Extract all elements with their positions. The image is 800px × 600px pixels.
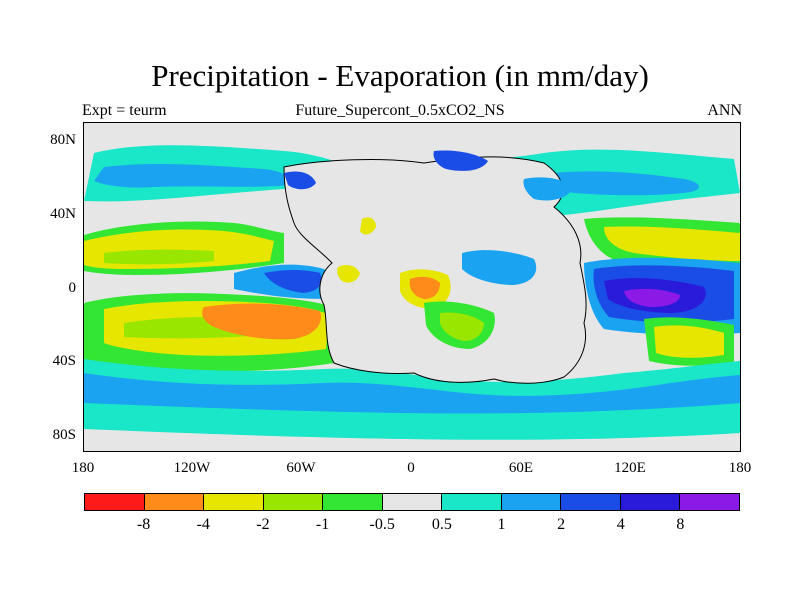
y-tick-label: 40N (50, 206, 76, 222)
field-region (654, 325, 724, 358)
field-region (604, 226, 740, 261)
colorbar-swatch (501, 494, 562, 510)
field-region (104, 249, 214, 265)
colorbar-label: -0.5 (369, 516, 395, 533)
colorbar-swatch (263, 494, 324, 510)
field-region (523, 177, 574, 201)
field-region (624, 288, 680, 307)
x-tick-label: 60W (286, 460, 316, 476)
colorbar-label: -2 (256, 516, 270, 533)
y-tick-label: 80S (52, 427, 76, 443)
x-tick-label: 120E (614, 460, 646, 476)
colorbar (84, 493, 740, 511)
colorbar-label: 4 (616, 516, 625, 533)
colorbar-swatch (561, 494, 621, 510)
y-tick-label: 80N (50, 132, 76, 148)
experiment-label: Expt = teurm (82, 102, 167, 119)
colorbar-swatch (620, 494, 681, 510)
land-mass (283, 156, 587, 384)
x-tick-label: 180 (71, 460, 95, 476)
x-tick-label: 0 (407, 460, 415, 476)
colorbar-label: -1 (315, 516, 330, 533)
x-tick-label: 120W (173, 460, 211, 476)
field-region (202, 303, 321, 340)
chart-title: Precipitation - Evaporation (in mm/day) (151, 58, 649, 93)
colorbar-swatch (382, 494, 443, 510)
y-tick-label: 40S (52, 353, 76, 369)
colorbar-swatch (442, 494, 502, 510)
field-region (264, 270, 322, 293)
field-region (360, 217, 376, 235)
field-region (433, 150, 488, 171)
chart-subtitle: Future_Supercont_0.5xCO2_NS (295, 102, 505, 119)
colorbar-label: 2 (557, 516, 566, 533)
field-region (440, 312, 484, 341)
x-tick-label: 60E (508, 460, 534, 476)
colorbar-label: -4 (196, 516, 210, 533)
season-label: ANN (707, 102, 742, 119)
field-region (337, 265, 360, 283)
field-region (94, 163, 291, 188)
map-panel (83, 122, 741, 452)
colorbar-swatch (680, 494, 740, 510)
x-tick-label: 180 (728, 460, 752, 476)
colorbar-label: 0.5 (431, 516, 452, 533)
colorbar-label: 1 (497, 516, 506, 533)
colorbar-swatch (85, 494, 145, 510)
colorbar-swatch (323, 494, 383, 510)
field-region (550, 171, 699, 196)
precipitation-map (84, 123, 740, 451)
colorbar-swatch (144, 494, 205, 510)
colorbar-label: 8 (676, 516, 685, 533)
colorbar-label: -8 (136, 516, 151, 533)
colorbar-swatch (204, 494, 264, 510)
field-region (409, 276, 440, 299)
field-region (462, 250, 537, 285)
y-tick-label: 0 (68, 280, 77, 296)
field-region (84, 373, 740, 414)
field-region (284, 171, 316, 190)
